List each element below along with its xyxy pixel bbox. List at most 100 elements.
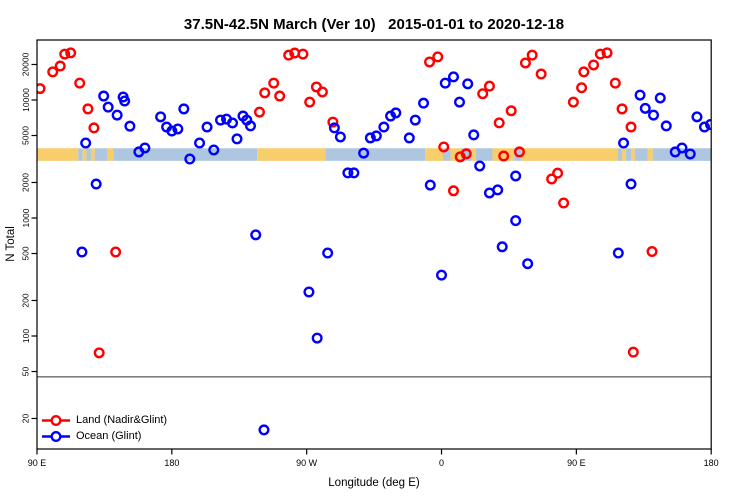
band-segment-land [37, 148, 79, 161]
data-point-ocean [184, 153, 196, 165]
band-segment-land [631, 148, 635, 161]
data-point-land [93, 347, 105, 359]
data-point-ocean [98, 90, 110, 102]
band-segment-ocean [514, 148, 521, 161]
data-point-ocean [462, 78, 474, 90]
data-point-ocean [76, 246, 88, 258]
legend-symbols [42, 415, 70, 443]
data-point-ocean [328, 122, 340, 134]
data-point-ocean [390, 107, 402, 119]
data-point-land [268, 77, 280, 89]
data-point-ocean [510, 215, 522, 227]
data-point-ocean [625, 178, 637, 190]
data-point-ocean [119, 95, 131, 107]
data-point-ocean [303, 286, 315, 298]
data-point-land [588, 59, 600, 71]
data-point-land [47, 66, 59, 78]
data-point-land [526, 49, 538, 61]
data-point-land [448, 185, 460, 197]
data-point-land [54, 60, 66, 72]
data-point-ocean [648, 109, 660, 121]
band-segment-ocean [475, 148, 493, 161]
data-point-ocean [227, 117, 239, 129]
data-point-ocean [166, 125, 178, 137]
band-segment-land [647, 148, 653, 161]
y-tick-label: 100 [21, 329, 31, 343]
data-point-land [558, 197, 570, 209]
plot-box [36, 39, 712, 450]
data-point-ocean [334, 131, 346, 143]
band-segment-ocean [325, 148, 426, 161]
data-point-ocean [474, 160, 486, 172]
data-point-ocean [378, 121, 390, 133]
data-point-land [477, 88, 489, 100]
data-point-ocean [358, 147, 370, 159]
y-axis-label: N Total [5, 226, 17, 262]
data-point-ocean [194, 137, 206, 149]
data-point-ocean [244, 120, 256, 132]
data-point-ocean [424, 179, 436, 191]
data-point-land [567, 96, 579, 108]
band-segment-ocean [617, 148, 623, 161]
x-tick-label: 90 W [296, 458, 318, 468]
band-segment-ocean [625, 148, 632, 161]
band-segment-land [492, 148, 515, 161]
data-point-land [578, 66, 590, 78]
band-segment-ocean [78, 148, 83, 161]
data-point-ocean [139, 142, 151, 154]
y-tick-label: 20000 [21, 52, 31, 76]
data-point-ocean [258, 424, 270, 436]
data-point-ocean [634, 89, 646, 101]
x-axis-label: Longitude (deg E) [328, 477, 420, 489]
x-tick-label: 180 [704, 458, 719, 468]
data-point-land [274, 90, 286, 102]
data-point-land [438, 141, 450, 153]
data-point-ocean [208, 144, 220, 156]
data-point-land [483, 80, 495, 92]
y-tick-label: 200 [21, 293, 31, 307]
data-point-land [594, 48, 606, 60]
y-tick-label: 1000 [21, 208, 31, 227]
band-segment-land [82, 148, 87, 161]
data-point-ocean [342, 167, 354, 179]
data-point-land [460, 148, 472, 160]
data-point-ocean [684, 148, 696, 160]
data-point-ocean [510, 170, 522, 182]
data-point-ocean [250, 229, 262, 241]
data-point-ocean [660, 120, 672, 132]
band-segment-land [257, 148, 326, 161]
data-point-land [432, 51, 444, 63]
band-segment-land [520, 148, 618, 161]
band-segment-ocean [652, 148, 712, 161]
data-point-land [576, 82, 588, 94]
data-point-land [519, 57, 531, 69]
legend-circle-icon [50, 431, 62, 443]
data-point-land [546, 173, 558, 185]
data-point-ocean [639, 102, 651, 114]
data-point-land [59, 48, 71, 60]
data-point-land [259, 87, 271, 99]
band-segment-ocean [634, 148, 648, 161]
data-point-ocean [364, 132, 376, 144]
data-point-land [327, 116, 339, 128]
data-point-ocean [348, 167, 360, 179]
data-point-land [552, 167, 564, 179]
data-point-ocean [231, 133, 243, 145]
legend-label-ocean: Ocean (Glint) [76, 430, 142, 442]
data-point-ocean [403, 132, 415, 144]
band-segment-ocean [443, 148, 451, 161]
data-point-land [304, 96, 316, 108]
band-segment-land [622, 148, 626, 161]
data-point-ocean [676, 142, 688, 154]
band-segment-ocean [86, 148, 91, 161]
data-point-ocean [618, 137, 630, 149]
data-point-ocean [496, 241, 508, 253]
data-point-land [37, 83, 46, 95]
data-point-ocean [215, 114, 227, 126]
data-point-ocean [698, 121, 710, 133]
data-point-land [110, 246, 122, 258]
land-points [37, 47, 658, 359]
data-point-ocean [370, 130, 382, 142]
band-segment-ocean [94, 148, 108, 161]
